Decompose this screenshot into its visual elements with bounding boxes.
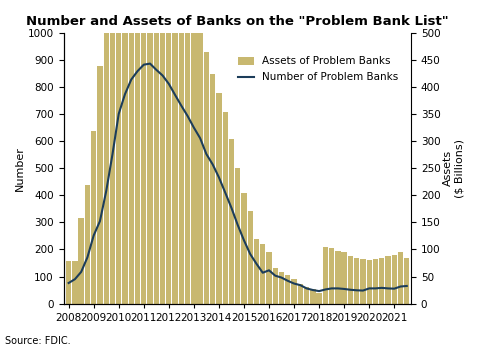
Bar	[197, 17, 203, 303]
Bar	[254, 239, 259, 303]
Bar	[316, 293, 322, 303]
Bar	[260, 244, 265, 303]
Bar	[379, 258, 384, 303]
Bar	[141, 0, 146, 303]
Bar	[104, 0, 109, 303]
Bar	[166, 0, 171, 303]
Bar	[160, 0, 165, 303]
Bar	[116, 0, 121, 303]
Bar	[79, 218, 84, 303]
Bar	[385, 256, 391, 303]
Bar	[210, 74, 216, 303]
Bar	[273, 268, 278, 303]
Bar	[367, 260, 372, 303]
Bar	[348, 256, 353, 303]
Title: Number and Assets of Banks on the "Problem Bank List": Number and Assets of Banks on the "Probl…	[26, 15, 449, 28]
Bar	[241, 193, 247, 303]
Bar	[310, 289, 315, 303]
Bar	[66, 261, 72, 303]
Bar	[204, 52, 209, 303]
Bar	[110, 0, 115, 303]
Bar	[216, 93, 222, 303]
Bar	[335, 251, 340, 303]
Bar	[285, 275, 290, 303]
Bar	[341, 252, 347, 303]
Bar	[91, 130, 96, 303]
Bar	[398, 252, 403, 303]
Bar	[135, 0, 140, 303]
Bar	[373, 259, 378, 303]
Bar	[97, 66, 103, 303]
Bar	[329, 248, 334, 303]
Bar	[154, 0, 159, 303]
Bar	[122, 0, 128, 303]
Text: Source: FDIC.: Source: FDIC.	[5, 336, 71, 346]
Bar	[291, 279, 297, 303]
Bar	[179, 0, 184, 303]
Bar	[360, 259, 366, 303]
Bar	[298, 284, 303, 303]
Bar	[147, 0, 153, 303]
Bar	[404, 258, 409, 303]
Bar	[235, 168, 240, 303]
Bar	[354, 258, 360, 303]
Legend: Assets of Problem Banks, Number of Problem Banks: Assets of Problem Banks, Number of Probl…	[234, 52, 402, 87]
Bar	[172, 0, 178, 303]
Y-axis label: Number: Number	[15, 146, 25, 191]
Bar	[191, 0, 196, 303]
Bar	[85, 185, 90, 303]
Bar	[248, 211, 253, 303]
Bar	[129, 0, 134, 303]
Bar	[279, 272, 284, 303]
Bar	[323, 247, 328, 303]
Bar	[266, 252, 272, 303]
Bar	[392, 255, 397, 303]
Bar	[229, 139, 234, 303]
Y-axis label: Assets
($ Billions): Assets ($ Billions)	[444, 139, 465, 198]
Bar	[304, 287, 309, 303]
Bar	[72, 261, 78, 303]
Bar	[185, 0, 190, 303]
Bar	[223, 112, 228, 303]
